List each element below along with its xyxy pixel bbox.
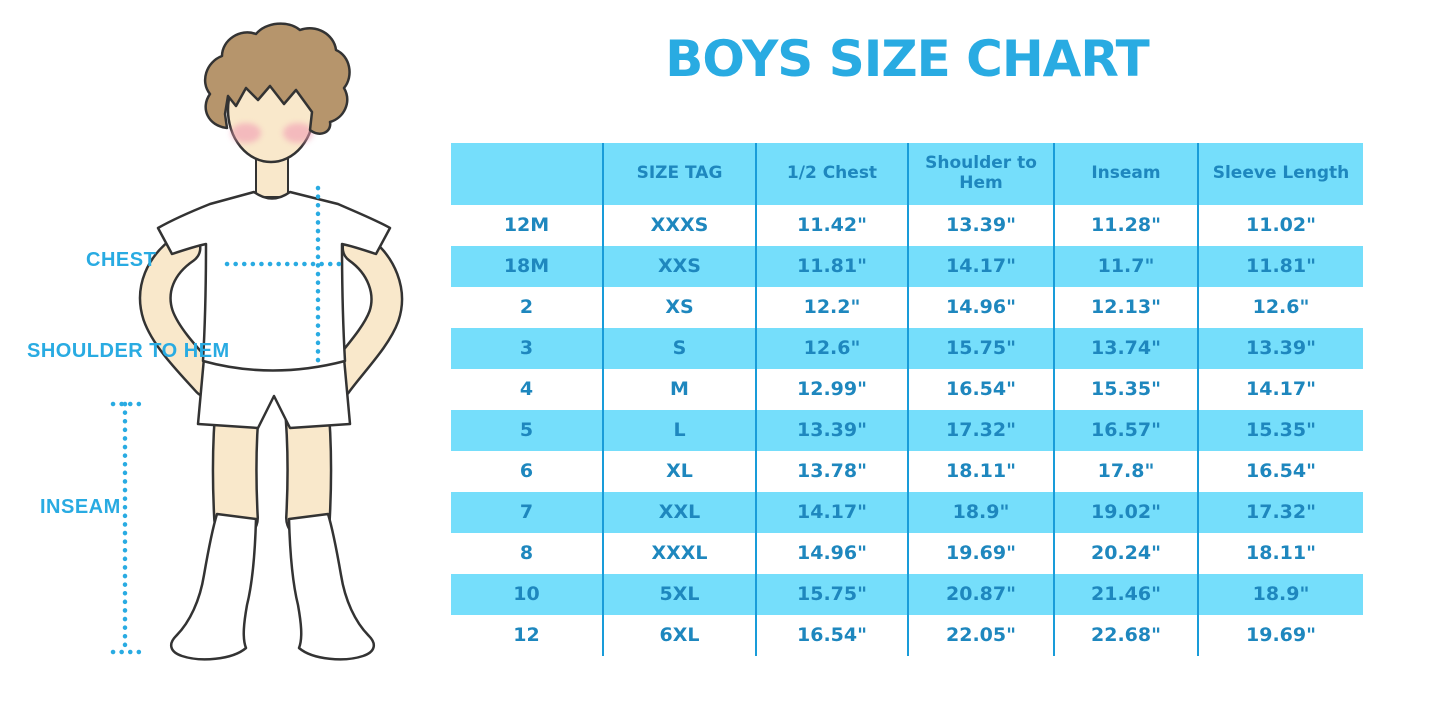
cell: 17.32": [1197, 492, 1363, 533]
cell: XL: [602, 451, 755, 492]
size-table: SIZE TAG 1/2 Chest Shoulder to Hem Inseam Sl…: [451, 143, 1363, 656]
table-row: 7 XXL 14.17" 18.9" 19.02" 17.32": [451, 492, 1363, 533]
cell: L: [602, 410, 755, 451]
cell: 12.6": [1197, 287, 1363, 328]
cell: 11.7": [1053, 246, 1197, 287]
cell: 22.05": [907, 615, 1053, 656]
boy-blush-right: [283, 123, 313, 143]
cell: 12M: [503, 213, 550, 236]
page-title: BOYS SIZE CHART: [665, 30, 1150, 88]
table-row: 12 6XL 16.54" 22.05" 22.68" 19.69": [451, 615, 1363, 656]
header-cell: Inseam: [1053, 143, 1197, 205]
cell: 13.74": [1053, 328, 1197, 369]
cell: 19.69": [907, 533, 1053, 574]
cell: 16.57": [1053, 410, 1197, 451]
cell: 5XL: [602, 574, 755, 615]
cell: 12.99": [755, 369, 907, 410]
table-row: 4 M 12.99" 16.54" 15.35" 14.17": [451, 369, 1363, 410]
cell: 12: [513, 623, 540, 646]
cell: 20.87": [907, 574, 1053, 615]
cell: 16.54": [907, 369, 1053, 410]
boy-arms: [138, 231, 404, 401]
cell: 17.32": [907, 410, 1053, 451]
cell: 7: [519, 500, 534, 523]
cell: 11.81": [1197, 246, 1363, 287]
shoulder-to-hem-label: SHOULDER TO HEM: [27, 340, 230, 362]
cell: 12.6": [755, 328, 907, 369]
header-cell: Shoulder to Hem: [907, 143, 1053, 205]
cell: 18.11": [1197, 533, 1363, 574]
cell: 16.54": [755, 615, 907, 656]
table-row: 5 L 13.39" 17.32" 16.57" 15.35": [451, 410, 1363, 451]
cell: 19.02": [1053, 492, 1197, 533]
header-cell: SIZE TAG: [602, 143, 755, 205]
cell: 10: [513, 582, 540, 605]
cell: 14.17": [755, 492, 907, 533]
table-row: 12M XXXS 11.42" 13.39" 11.28" 11.02": [451, 205, 1363, 246]
cell: 11.28": [1053, 205, 1197, 246]
header-cell: Sleeve Length: [1197, 143, 1363, 205]
cell: 14.96": [755, 533, 907, 574]
cell: M: [602, 369, 755, 410]
cell: XS: [602, 287, 755, 328]
table-header-row: SIZE TAG 1/2 Chest Shoulder to Hem Inseam Sl…: [451, 143, 1363, 205]
cell: 13.39": [1197, 328, 1363, 369]
cell: 18.11": [907, 451, 1053, 492]
cell: XXL: [602, 492, 755, 533]
cell: 15.35": [1053, 369, 1197, 410]
table-row: 6 XL 13.78" 18.11" 17.8" 16.54": [451, 451, 1363, 492]
boy-socks: [169, 512, 376, 661]
boy-shirt: [156, 190, 392, 372]
cell: 14.96": [907, 287, 1053, 328]
header-cell: 1/2 Chest: [755, 143, 907, 205]
cell: 5: [519, 418, 534, 441]
cell: 18.9": [907, 492, 1053, 533]
measurement-lines: [110, 185, 346, 655]
chest-label: CHEST: [86, 249, 157, 271]
cell: 11.42": [755, 205, 907, 246]
table-row: 10 5XL 15.75" 20.87" 21.46" 18.9": [451, 574, 1363, 615]
cell: 22.68": [1053, 615, 1197, 656]
cell: 14.17": [907, 246, 1053, 287]
boy-hair: [203, 22, 351, 135]
cell: 6: [519, 459, 534, 482]
cell: 13.39": [755, 410, 907, 451]
cell: 15.35": [1197, 410, 1363, 451]
cell: 11.02": [1197, 205, 1363, 246]
cell: 13.78": [755, 451, 907, 492]
boy-illustration: [110, 22, 404, 661]
cell: 8: [519, 541, 534, 564]
cell: XXXS: [602, 205, 755, 246]
cell: 21.46": [1053, 574, 1197, 615]
inseam-label: INSEAM: [40, 496, 121, 518]
cell: XXS: [602, 246, 755, 287]
header-cell: [451, 143, 602, 205]
cell: 6XL: [602, 615, 755, 656]
table-row: 18M XXS 11.81" 14.17" 11.7" 11.81": [451, 246, 1363, 287]
cell: XXXL: [602, 533, 755, 574]
table-row: 3 S 12.6" 15.75" 13.74" 13.39": [451, 328, 1363, 369]
cell: 15.75": [755, 574, 907, 615]
cell: 18.9": [1197, 574, 1363, 615]
cell: 15.75": [907, 328, 1053, 369]
cell: 19.69": [1197, 615, 1363, 656]
boy-blush-left: [231, 123, 261, 143]
cell: 12.2": [755, 287, 907, 328]
cell: 14.17": [1197, 369, 1363, 410]
cell: 20.24": [1053, 533, 1197, 574]
cell: 12.13": [1053, 287, 1197, 328]
table-row: 2 XS 12.2" 14.96" 12.13" 12.6": [451, 287, 1363, 328]
cell: 18M: [503, 254, 550, 277]
cell: 17.8": [1053, 451, 1197, 492]
cell: 3: [519, 336, 534, 359]
cell: 16.54": [1197, 451, 1363, 492]
cell: 4: [519, 377, 534, 400]
cell: S: [602, 328, 755, 369]
cell: 11.81": [755, 246, 907, 287]
cell: 2: [519, 295, 534, 318]
cell: 13.39": [907, 205, 1053, 246]
boy-shorts: [196, 356, 352, 430]
table-row: 8 XXXL 14.96" 19.69" 20.24" 18.11": [451, 533, 1363, 574]
